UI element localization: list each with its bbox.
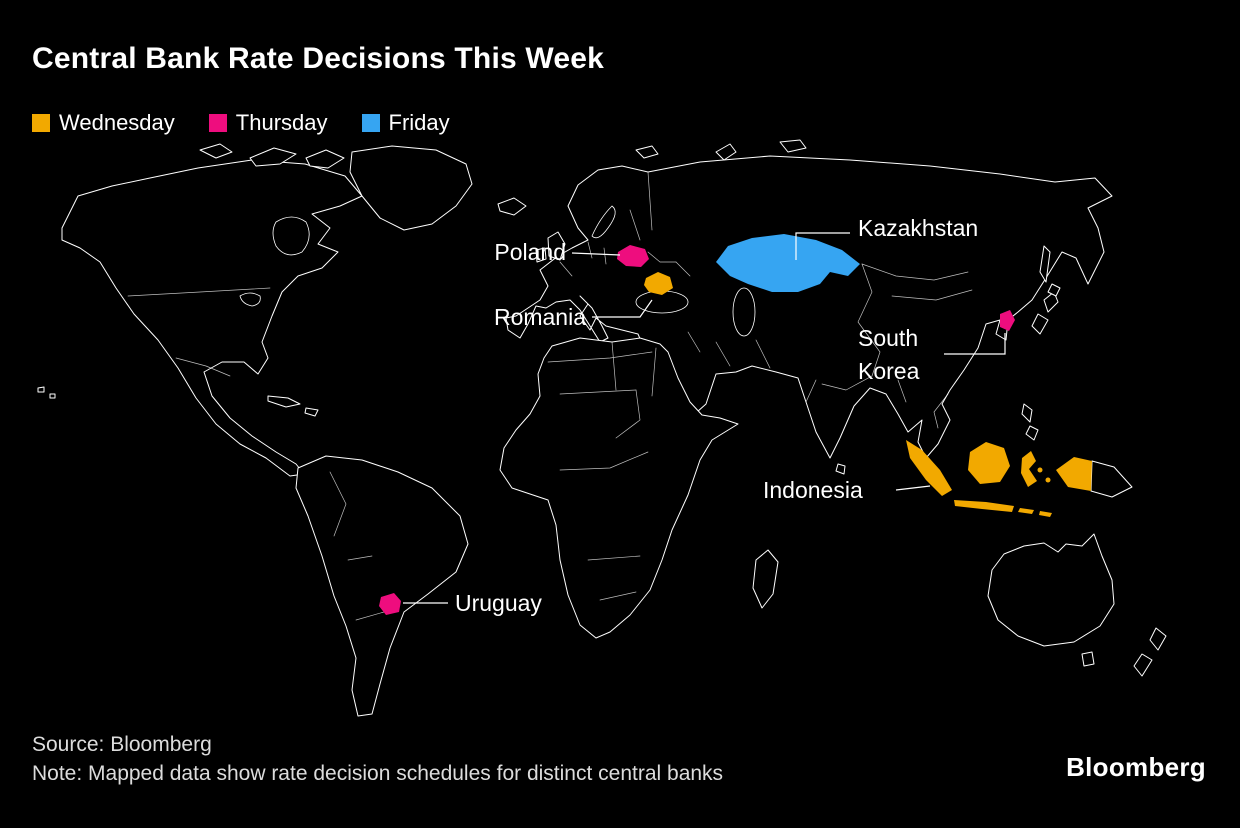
island-japan-south [1031, 313, 1049, 335]
indonesia-maluku-2 [1045, 477, 1051, 483]
label-connectors [403, 232, 1006, 604]
island-iceland [497, 197, 527, 216]
map-label-indonesia: Indonesia [763, 477, 863, 503]
map-label-romania: Romania [494, 304, 586, 330]
indonesia-lesser-sunda-1 [1018, 508, 1034, 514]
map-label-south-korea-line1: South [858, 325, 918, 351]
island-new-guinea-east [1090, 460, 1133, 498]
hudson-bay [272, 216, 310, 256]
island-japan-honshu [1043, 291, 1059, 313]
island-new-zealand-south [1133, 653, 1153, 677]
country-south-korea [1000, 310, 1015, 331]
continent-australia [987, 533, 1115, 647]
wednesday-color-swatch [32, 114, 50, 132]
country-kazakhstan [716, 234, 860, 292]
indonesia-lesser-sunda-2 [1039, 511, 1052, 517]
arctic-islands-1 [249, 147, 297, 167]
connector-kazakhstan [795, 232, 850, 260]
island-hawaii-1 [37, 386, 45, 393]
continent-africa [499, 337, 739, 639]
caspian-sea [732, 287, 756, 337]
indonesia-maluku-1 [1037, 467, 1043, 473]
continent-north-america [61, 159, 363, 477]
map-label-uruguay: Uruguay [455, 590, 542, 616]
legend-item-thursday: Thursday [208, 110, 328, 136]
source-text: Source: Bloomberg [32, 733, 212, 756]
map-labels: Poland Romania Kazakhstan South Korea In… [455, 215, 978, 616]
indonesia-papua [1056, 457, 1092, 491]
bloomberg-logo: Bloomberg [1066, 752, 1206, 782]
note-text: Note: Mapped data show rate decision sch… [32, 762, 724, 785]
page-title: Central Bank Rate Decisions This Week [32, 42, 605, 75]
island-cuba [267, 395, 301, 408]
island-hawaii-2 [49, 393, 56, 399]
island-ireland [535, 247, 547, 263]
map-label-poland: Poland [494, 239, 566, 265]
island-severnaya-zemlya [779, 139, 807, 153]
island-sri-lanka [835, 463, 846, 475]
legend-label-friday: Friday [388, 110, 450, 135]
island-tasmania [1081, 651, 1095, 667]
map-label-south-korea-line2: Korea [858, 358, 920, 384]
continent-south-america [295, 455, 469, 717]
legend: Wednesday Thursday Friday [32, 110, 450, 136]
legend-label-wednesday: Wednesday [59, 110, 175, 135]
legend-item-friday: Friday [361, 110, 450, 136]
indonesia-java [954, 500, 1014, 512]
island-philippines-south [1025, 425, 1039, 441]
island-madagascar [752, 549, 779, 609]
legend-label-thursday: Thursday [235, 110, 328, 135]
connector-south-korea [944, 333, 1006, 355]
footer: Source: Bloomberg Note: Mapped data show… [32, 730, 723, 788]
thursday-color-swatch [208, 114, 227, 132]
country-poland [617, 245, 649, 267]
great-lakes [239, 292, 261, 307]
country-indonesia [906, 440, 1092, 517]
legend-item-wednesday: Wednesday [32, 110, 175, 136]
connector-indonesia [895, 485, 931, 491]
country-borders [127, 171, 973, 621]
country-uruguay [379, 593, 401, 615]
island-philippines-north [1021, 403, 1033, 423]
baltic-sea [591, 205, 616, 239]
arctic-islands-2 [305, 149, 345, 169]
friday-color-swatch [361, 114, 380, 132]
island-novaya-zemlya [715, 143, 737, 161]
indonesia-sulawesi [1021, 451, 1037, 487]
island-great-britain [547, 231, 566, 261]
map-label-kazakhstan: Kazakhstan [858, 215, 978, 241]
island-sakhalin [1039, 245, 1051, 283]
connector-romania [592, 299, 653, 318]
country-romania [644, 272, 673, 295]
island-greenland [349, 145, 473, 231]
island-hispaniola [304, 407, 319, 417]
island-new-zealand-north [1149, 627, 1167, 651]
indonesia-sumatra [906, 440, 952, 496]
island-japan-hokkaido [1047, 283, 1061, 297]
connector-poland [571, 252, 621, 256]
indonesia-borneo [968, 442, 1010, 484]
arctic-islands-3 [199, 143, 233, 159]
island-svalbard [635, 145, 659, 159]
